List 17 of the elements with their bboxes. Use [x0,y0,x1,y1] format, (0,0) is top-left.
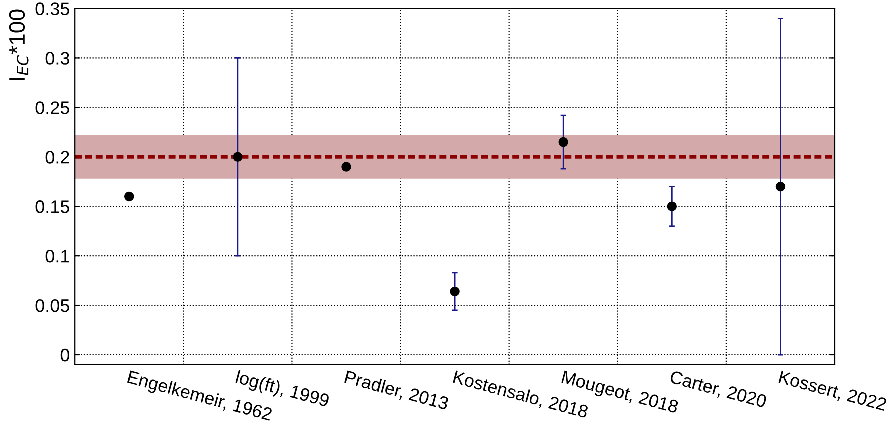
point [450,286,460,297]
y-axis-title: I$_{EC}$*100 [9,10,29,80]
point [124,192,134,202]
point [776,182,786,192]
y-tick-label: 0.15 [36,200,70,214]
x-tick-label: Pradler, 2013 [344,370,450,412]
y-tick-label: 0.3 [46,52,70,65]
point [342,162,352,172]
y-tick-label: 0 [60,348,70,362]
point [233,152,243,162]
y-tick-label: 0.25 [36,102,70,114]
y-tick-label: 0.05 [36,299,70,312]
point [667,202,678,212]
y-tick-label: 0.1 [46,250,70,263]
point [558,137,568,148]
y-tick-label: 0.2 [46,151,70,164]
y-tick-label: 0.35 [36,2,70,16]
